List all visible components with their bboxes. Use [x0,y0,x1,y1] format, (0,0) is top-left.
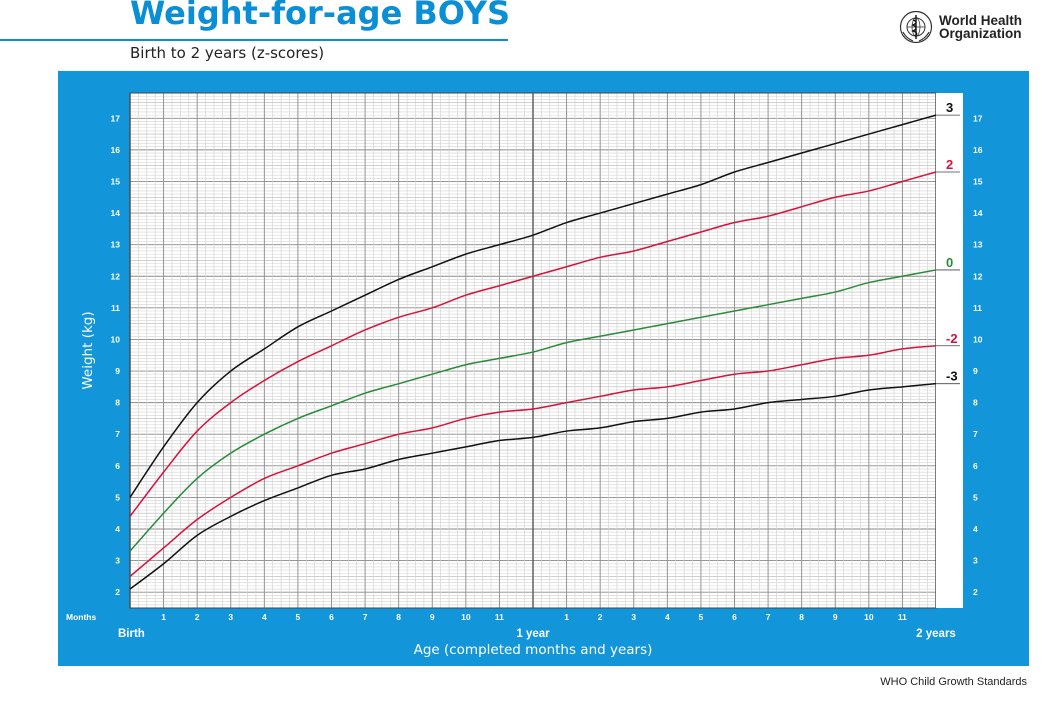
x-tick-label: 7 [363,612,368,622]
y-tick-label-left: 2 [115,587,120,597]
x-tick-label: 4 [665,612,670,622]
y-tick-label-right: 5 [973,492,978,502]
x-tick-label: 2 [598,612,603,622]
y-tick-label-left: 10 [111,334,121,344]
y-tick-label-right: 3 [973,556,978,566]
x-tick-label: 8 [396,612,401,622]
y-tick-label-left: 6 [115,461,120,471]
x-tick-label: 3 [631,612,636,622]
x-tick-label: 7 [766,612,771,622]
y-tick-label-right: 17 [973,113,983,123]
y-tick-label-right: 15 [973,176,983,186]
y-tick-label-left: 7 [115,429,120,439]
footer-credit: WHO Child Growth Standards [880,676,1027,688]
growth-chart: 2 2 3 3 4 4 5 5 6 6 7 7 8 8 9 9 10 10 11 11 12 12 13 13 14 14 15 15… [58,71,1029,666]
y-tick-label-left: 13 [111,240,121,250]
x-tick-label: 10 [864,612,874,622]
z-score-label: -3 [946,369,958,384]
y-tick-label-right: 10 [973,334,983,344]
y-tick-label-left: 3 [115,556,120,566]
x-tick-label: 5 [699,612,704,622]
y-tick-label-right: 2 [973,587,978,597]
series-line-z-3 [129,382,937,590]
z-label-strip [936,93,963,608]
x-major-label: 1 year [516,628,550,640]
x-tick-label: 8 [799,612,804,622]
y-tick-label-left: 11 [111,303,120,313]
x-tick-label: 1 [564,612,569,622]
y-tick-label-left: 9 [115,366,120,376]
y-tick-label-right: 12 [973,271,983,281]
y-tick-label-left: 12 [111,271,121,281]
x-axis-title: Age (completed months and years) [414,642,653,658]
y-tick-label-right: 9 [973,366,978,376]
y-tick-label-left: 4 [115,524,120,534]
y-tick-label-right: 13 [973,240,983,250]
y-tick-label-right: 7 [973,429,978,439]
y-tick-label-right: 6 [973,461,978,471]
who-emblem-icon [899,10,933,44]
x-tick-label: 4 [262,612,267,622]
series-line-z0 [129,269,937,552]
y-tick-label-left: 5 [115,492,120,502]
series-line-z2 [129,171,937,517]
x-corner-label: Months [66,612,96,622]
y-tick-label-right: 14 [973,208,983,218]
x-tick-label: 6 [329,612,334,622]
x-tick-label: 6 [732,612,737,622]
organization-name: World Health Organization [939,13,1039,41]
y-tick-label-left: 14 [111,208,121,218]
y-tick-label-left: 17 [111,113,121,123]
x-tick-label: 2 [195,612,200,622]
y-tick-label-right: 16 [973,145,983,155]
x-major-label: Birth [118,628,145,640]
title-underline [0,39,508,41]
x-tick-label: 11 [495,612,504,622]
series-line-z-2 [129,345,937,577]
chart-subtitle: Birth to 2 years (z-scores) [130,44,325,62]
x-tick-label: 11 [898,612,907,622]
y-tick-label-left: 8 [115,398,120,408]
z-score-label: -2 [946,331,958,346]
organization-name-line1: World Health [939,13,1023,28]
x-tick-label: 9 [430,612,435,622]
y-axis-title: Weight (kg) [80,311,96,389]
chart-title: Weight-for-age BOYS [130,0,511,32]
y-tick-label-left: 15 [111,176,121,186]
x-tick-label: 10 [461,612,471,622]
x-major-label: 2 years [916,628,956,640]
y-tick-label-right: 11 [973,303,982,313]
z-score-label: 3 [946,100,953,115]
z-score-label: 2 [946,157,953,172]
organization-name-line2: Organization [939,26,1022,41]
y-tick-label-left: 16 [111,145,121,155]
x-tick-label: 5 [296,612,301,622]
y-tick-label-right: 8 [973,398,978,408]
x-tick-label: 9 [833,612,838,622]
x-tick-label: 1 [161,612,166,622]
x-tick-label: 3 [228,612,233,622]
z-score-label: 0 [946,255,953,270]
series-line-z3 [129,114,937,498]
y-tick-label-right: 4 [973,524,978,534]
